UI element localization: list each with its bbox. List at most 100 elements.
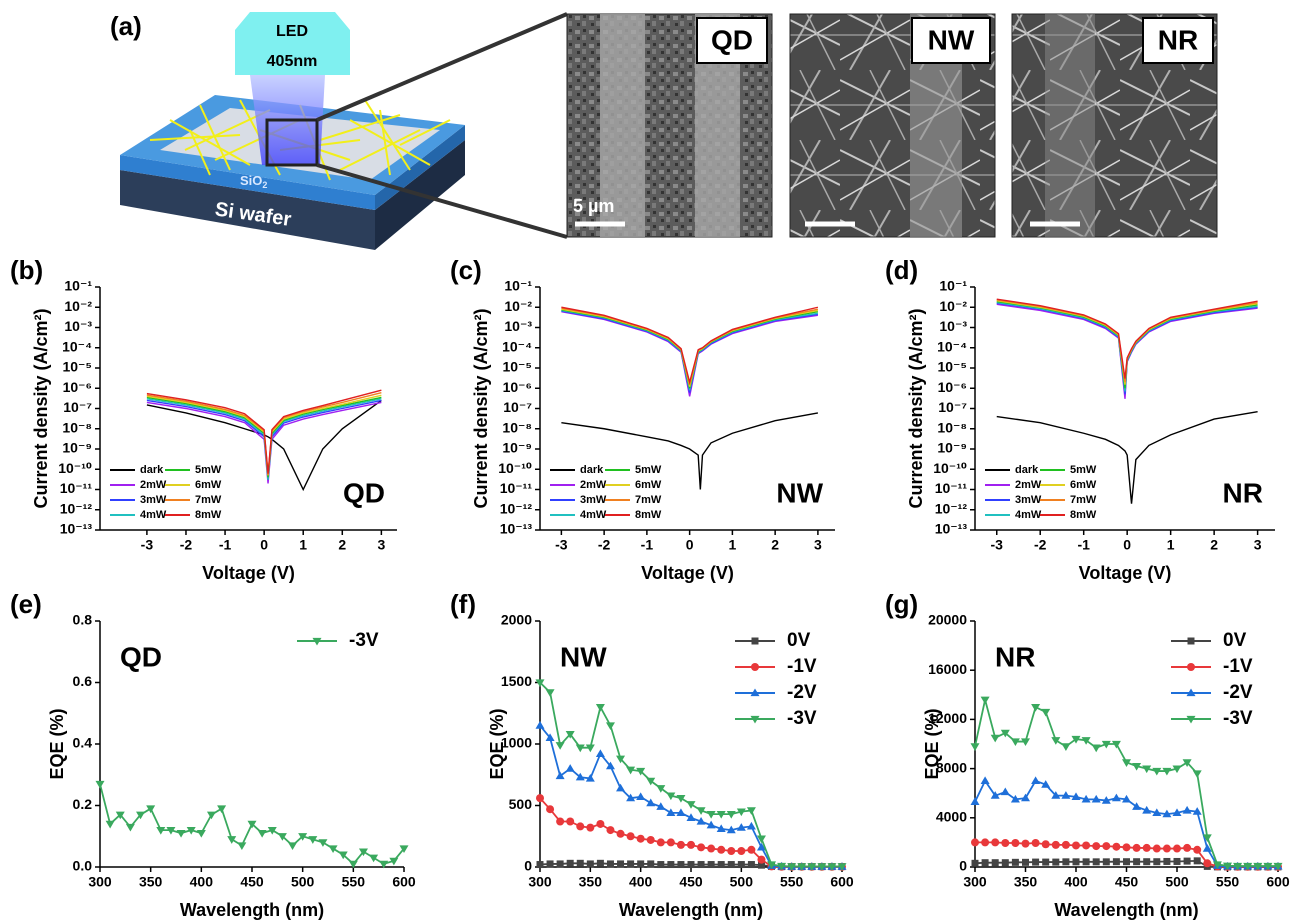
nanowire xyxy=(319,114,401,141)
legend-label: dark xyxy=(580,464,604,476)
legend-marker xyxy=(1186,688,1196,697)
marker xyxy=(1010,738,1020,747)
marker xyxy=(1273,862,1283,871)
marker xyxy=(697,861,705,869)
marker xyxy=(737,847,746,856)
y-tick-label: 10⁻¹² xyxy=(935,500,968,516)
marker xyxy=(586,860,594,868)
x-tick-label: -1 xyxy=(1077,537,1090,553)
marker xyxy=(1072,858,1080,866)
legend-label: 2mW xyxy=(140,479,167,491)
marker xyxy=(115,811,125,820)
marker xyxy=(358,848,368,857)
oxide-label: SiO2 xyxy=(240,173,267,190)
marker xyxy=(1243,862,1253,871)
marker xyxy=(1133,858,1141,866)
y-tick-label: 0.4 xyxy=(73,735,93,751)
legend-label: 6mW xyxy=(1070,479,1097,491)
marker xyxy=(726,825,736,834)
marker xyxy=(1111,740,1121,749)
marker xyxy=(166,826,176,835)
y-tick-label: 10⁻⁹ xyxy=(62,440,92,456)
marker xyxy=(1152,808,1162,817)
marker xyxy=(1082,841,1091,850)
marker xyxy=(737,861,745,869)
series-line xyxy=(996,298,1258,379)
series-line xyxy=(996,301,1258,392)
x-tick-label: 500 xyxy=(291,874,315,890)
marker xyxy=(736,808,746,817)
marker xyxy=(636,792,646,801)
sem-label-box xyxy=(1142,17,1214,64)
wavelength-label: 405nm xyxy=(267,53,318,70)
marker xyxy=(585,773,595,782)
oxide-subscript: 2 xyxy=(262,180,267,190)
marker xyxy=(726,810,736,819)
marker xyxy=(1062,858,1070,866)
legend-label: 6mW xyxy=(195,479,222,491)
marker xyxy=(747,861,755,869)
marker xyxy=(576,859,584,867)
y-tick-label: 16000 xyxy=(928,661,967,677)
marker xyxy=(666,808,676,817)
legend-label: 3mW xyxy=(580,494,607,506)
marker xyxy=(616,783,626,792)
annotation: NR xyxy=(995,641,1035,672)
marker xyxy=(379,860,389,869)
marker xyxy=(1052,858,1060,866)
marker xyxy=(575,772,585,781)
x-tick-label: 0 xyxy=(1123,537,1131,553)
y-tick-label: 1000 xyxy=(501,735,532,751)
y-tick-label: 10⁻¹ xyxy=(504,278,532,294)
marker xyxy=(556,817,565,826)
marker xyxy=(1001,859,1009,867)
legend-label: 0V xyxy=(1223,630,1247,651)
nanowire xyxy=(349,119,431,166)
marker xyxy=(1212,861,1222,870)
y-tick-label: 10⁻³ xyxy=(504,318,532,334)
sem-electrode xyxy=(600,14,645,237)
marker xyxy=(1132,843,1141,852)
marker xyxy=(787,863,797,871)
marker xyxy=(605,722,615,731)
y-tick-label: 10⁻¹² xyxy=(500,500,533,516)
marker xyxy=(1041,708,1051,717)
x-tick-label: 0 xyxy=(260,537,268,553)
series-line xyxy=(996,302,1258,395)
nanowire xyxy=(364,99,411,171)
y-axis-label: EQE (%) xyxy=(47,708,67,779)
series-line xyxy=(146,389,382,474)
marker xyxy=(156,826,166,835)
marker xyxy=(827,863,837,871)
marker xyxy=(546,805,555,814)
series-line xyxy=(974,779,1278,868)
marker xyxy=(1021,839,1030,848)
y-tick-label: 10⁻¹ xyxy=(64,278,92,294)
y-tick-label: 8000 xyxy=(936,759,967,775)
marker xyxy=(716,824,726,833)
marker xyxy=(1192,770,1202,779)
sem-label: NR xyxy=(1158,24,1198,55)
marker xyxy=(1111,793,1121,802)
y-tick-label: 10⁻⁵ xyxy=(62,359,92,375)
marker xyxy=(1102,842,1111,851)
marker xyxy=(990,791,1000,799)
x-tick-label: 1 xyxy=(299,537,307,553)
marker xyxy=(1193,845,1202,854)
marker xyxy=(1172,765,1182,774)
marker xyxy=(727,861,735,869)
marker xyxy=(1081,794,1091,803)
y-tick-label: 10⁻⁶ xyxy=(503,379,532,395)
marker xyxy=(1051,840,1060,849)
marker xyxy=(636,767,646,776)
x-tick-label: 3 xyxy=(814,537,822,553)
x-tick-label: 550 xyxy=(342,874,366,890)
marker xyxy=(1183,857,1191,865)
marker xyxy=(1051,737,1061,745)
marker xyxy=(545,689,555,697)
marker xyxy=(991,859,999,867)
legend-marker xyxy=(1187,637,1195,645)
legend-label: 4mW xyxy=(140,509,167,521)
sem-electrode xyxy=(1045,14,1095,237)
marker xyxy=(1092,858,1100,866)
